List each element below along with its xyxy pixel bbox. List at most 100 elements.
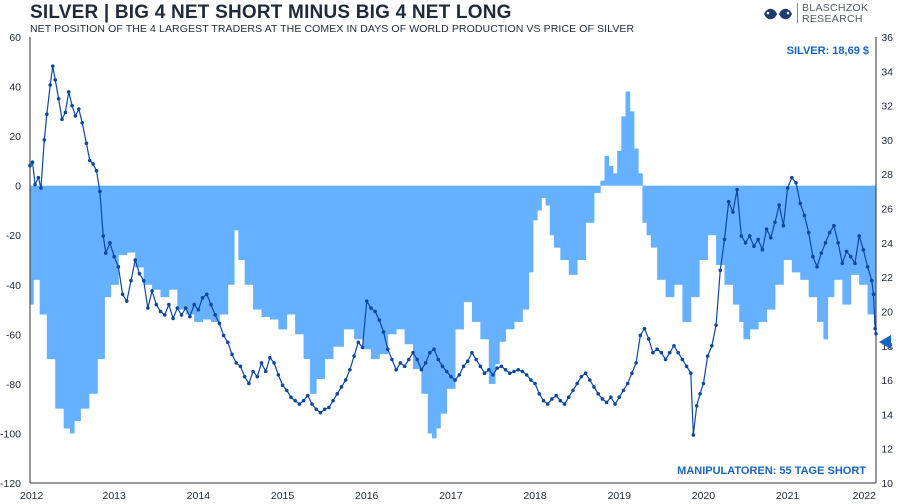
price-point	[101, 234, 106, 238]
position-bar	[488, 185, 496, 384]
position-bar	[554, 185, 561, 248]
price-point	[42, 138, 47, 142]
price-point	[284, 388, 289, 393]
position-bar	[783, 185, 793, 260]
price-point	[815, 265, 819, 269]
position-bar	[295, 185, 304, 335]
price-point	[545, 402, 550, 406]
price-point	[499, 364, 504, 369]
position-bar	[560, 185, 570, 260]
price-point	[407, 357, 411, 362]
logo-line-1: BLASCHZOK	[802, 2, 869, 14]
price-point	[613, 402, 617, 406]
price-point	[56, 96, 61, 101]
position-bar	[532, 185, 538, 221]
price-point	[718, 268, 723, 273]
price-point	[621, 388, 626, 393]
x-axis-tick-label: 2017	[439, 490, 463, 502]
price-point	[428, 350, 432, 355]
price-point	[694, 404, 699, 408]
price-point	[360, 345, 365, 350]
position-bar	[396, 185, 405, 330]
position-bar	[463, 185, 473, 303]
price-point	[217, 321, 222, 326]
left-axis-tick-label: 0	[15, 181, 21, 193]
price-point	[53, 78, 58, 82]
position-bar	[859, 185, 868, 285]
position-bar	[88, 185, 98, 394]
position-bar	[600, 180, 605, 186]
price-point	[60, 117, 64, 122]
position-bar	[873, 185, 877, 325]
price-point	[39, 186, 43, 190]
price-point	[77, 107, 81, 111]
price-point	[305, 393, 310, 398]
price-point	[112, 254, 116, 259]
x-axis-tick-label: 2012	[20, 490, 44, 502]
position-bar	[210, 185, 220, 322]
price-point	[600, 397, 605, 401]
price-point	[238, 364, 243, 369]
price-point	[348, 367, 352, 372]
price-point	[823, 241, 828, 245]
price-point	[558, 398, 563, 403]
position-bar	[774, 185, 784, 285]
position-bar	[758, 185, 767, 322]
price-point	[655, 347, 659, 352]
price-point	[714, 323, 718, 327]
price-point	[630, 371, 634, 376]
position-bar	[160, 185, 170, 298]
price-point	[512, 369, 516, 374]
price-point	[150, 289, 154, 293]
price-point	[423, 361, 428, 365]
price-point	[50, 64, 55, 68]
price-point	[84, 141, 89, 146]
price-point	[524, 373, 529, 377]
position-bar	[143, 185, 153, 285]
right-axis-tick-label: 14	[881, 409, 893, 421]
price-point	[861, 247, 866, 252]
price-point	[162, 313, 167, 317]
price-point	[381, 330, 386, 334]
price-point	[583, 371, 588, 376]
right-axis-tick-label: 34	[881, 66, 893, 78]
position-bar	[446, 185, 456, 389]
position-bar	[343, 185, 355, 330]
right-axis-tick-label: 16	[881, 375, 893, 387]
position-bar	[585, 185, 595, 223]
position-bar	[168, 185, 178, 290]
price-point	[516, 367, 521, 372]
price-point	[701, 381, 706, 386]
price-point	[213, 313, 217, 317]
price-point	[297, 402, 302, 406]
price-point	[204, 292, 209, 297]
position-bar	[716, 185, 725, 265]
position-bar	[604, 155, 610, 186]
price-point	[314, 407, 319, 412]
left-axis-tick-label: -60	[6, 329, 21, 341]
price-point	[251, 369, 255, 374]
price-point	[756, 237, 760, 242]
position-bar	[749, 185, 759, 330]
position-bar	[370, 185, 380, 360]
price-point	[432, 347, 436, 352]
price-point	[339, 385, 344, 389]
position-bar	[278, 185, 288, 330]
x-axis-tick-label: 2015	[271, 490, 295, 502]
position-bar	[436, 185, 441, 429]
x-axis-tick-label: 2014	[187, 490, 211, 502]
position-bar	[650, 185, 658, 248]
right-axis-tick-label: 24	[881, 238, 893, 250]
price-point	[436, 357, 441, 362]
position-bar	[867, 185, 875, 315]
x-axis-tick-label: 2022	[853, 490, 877, 502]
price-point	[242, 374, 247, 379]
position-bar	[528, 185, 534, 273]
price-point	[108, 241, 112, 245]
price-point	[503, 367, 508, 372]
position-bar	[253, 185, 262, 310]
price-point	[415, 357, 420, 362]
position-bar	[185, 185, 195, 315]
position-bar	[104, 185, 112, 298]
position-bar	[808, 185, 818, 298]
